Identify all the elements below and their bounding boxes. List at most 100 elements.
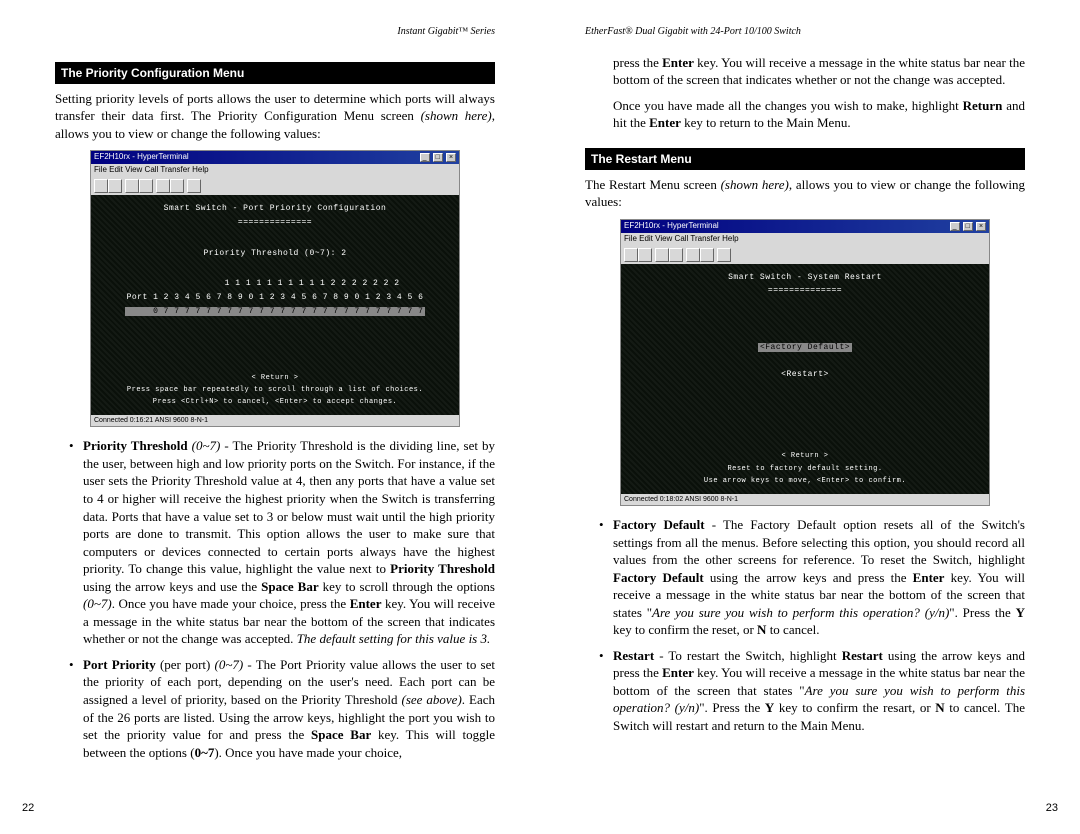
term-line: < Return > [95,374,455,383]
term: Return [963,98,1003,113]
term-line: Reset to factory default setting. [625,465,985,474]
text: . Once you have made your choice, press … [112,596,350,611]
key: N [935,700,944,715]
toolbar-icon [125,179,139,193]
term-line: Use arrow keys to move, <Enter> to confi… [625,477,985,486]
term-line: Press space bar repeatedly to scroll thr… [95,386,455,395]
maximize-icon: □ [433,153,443,162]
prompt: Are you sure you wish to perform this op… [652,605,949,620]
window-buttons: _ □ × [419,152,456,163]
page-header-right: EtherFast® Dual Gigabit with 24-Port 10/… [585,25,1025,39]
bullet-restart: Restart - To restart the Switch, highlig… [585,647,1025,735]
term: Enter [662,665,694,680]
text: using the arrow keys and press the [704,570,913,585]
text: - To restart the Switch, highlight [654,648,842,663]
text: The Restart Menu screen [585,177,721,192]
terminal-area: Smart Switch - System Restart ==========… [621,264,989,494]
window-title: EF2H10rx - HyperTerminal [624,221,719,232]
term-line: 1 1 1 1 1 1 1 1 1 1 2 2 2 2 2 2 2 [95,279,455,290]
term: Restart [613,648,654,663]
text: Once you have made all the changes you w… [613,98,963,113]
toolbar-icon [624,248,638,262]
restart-screenshot: EF2H10rx - HyperTerminal _ □ × File Edit… [620,219,990,506]
close-icon: × [976,222,986,231]
term: Space Bar [311,727,371,742]
range: (0~7) [83,596,112,611]
term-line: Press <Ctrl+N> to cancel, <Enter> to acc… [95,398,455,407]
toolbar-icon [108,179,122,193]
toolbar-icon [170,179,184,193]
term: 0~7 [195,745,215,760]
toolbar-icon [669,248,683,262]
term: Restart [842,648,883,663]
intro-paragraph: Setting priority levels of ports allows … [55,90,495,143]
term: Enter [662,55,694,70]
term-line: ============== [625,286,985,297]
term: Enter [350,596,382,611]
toolbar-icon [700,248,714,262]
page-right: EtherFast® Dual Gigabit with 24-Port 10/… [540,0,1080,834]
bullet-priority-threshold: Priority Threshold (0~7) - The Priority … [55,437,495,648]
ref: (see above) [402,692,462,707]
term-line: Smart Switch - Port Priority Configurati… [95,204,455,215]
maximize-icon: □ [963,222,973,231]
window-titlebar: EF2H10rx - HyperTerminal _ □ × [91,151,459,164]
ref: (shown here) [721,177,789,192]
term-line: <Factory Default> [625,343,985,354]
term: Priority Threshold [83,438,188,453]
term: Port Priority [83,657,156,672]
restart-intro: The Restart Menu screen (shown here), al… [585,176,1025,211]
term-bottom: < Return > Reset to factory default sett… [625,449,985,489]
terminal-area: Smart Switch - Port Priority Configurati… [91,195,459,415]
section-title-restart: The Restart Menu [585,148,1025,170]
text: key to confirm the reset, or [613,622,757,637]
toolbar-icon [139,179,153,193]
text: press the [613,55,662,70]
window-buttons: _ □ × [949,221,986,232]
toolbar-icon [187,179,201,193]
minimize-icon: _ [420,153,430,162]
range: (0~7) [215,657,244,672]
term-line: Smart Switch - System Restart [625,273,985,284]
text: to cancel. [766,622,819,637]
text: (per port) [156,657,215,672]
text: using the arrow keys and use the [83,579,261,594]
text: ". Press the [699,700,765,715]
window-title: EF2H10rx - HyperTerminal [94,152,189,163]
text: key to confirm the resart, or [774,700,935,715]
term: Space Bar [261,579,318,594]
bullet-factory-default: Factory Default - The Factory Default op… [585,516,1025,639]
page-left: Instant Gigabit™ Series The Priority Con… [0,0,540,834]
text: ). Once you have made your choice, [214,745,402,760]
toolbar-icon [717,248,731,262]
page-header-left: Instant Gigabit™ Series [55,25,495,39]
text: ". Press the [949,605,1015,620]
note: The default setting for this value is 3. [297,631,491,646]
bullet-port-priority: Port Priority (per port) (0~7) - The Por… [55,656,495,761]
toolbar-icon [638,248,652,262]
key: Y [765,700,774,715]
term: Priority Threshold [390,561,495,576]
range: (0~7) [188,438,221,453]
minimize-icon: _ [950,222,960,231]
term-line: Port 1 2 3 4 5 6 7 8 9 0 1 2 3 4 5 6 7 8… [95,293,455,304]
close-icon: × [446,153,456,162]
window-titlebar: EF2H10rx - HyperTerminal _ □ × [621,220,989,233]
page-number: 23 [1046,801,1058,816]
continuation-para: press the Enter key. You will receive a … [585,54,1025,89]
window-statusbar: Connected 0:16:21 ANSI 9600 8-N-1 [91,415,459,426]
term-line: 0 7 7 7 7 7 7 7 7 7 7 7 7 7 7 7 7 7 7 7 … [95,307,455,318]
key: Y [1016,605,1025,620]
page-number: 22 [22,801,34,816]
term: Factory Default [613,517,705,532]
intro-text-b: (shown here) [421,108,492,123]
section-title-priority: The Priority Configuration Menu [55,62,495,84]
window-menubar: File Edit View Call Transfer Help [91,164,459,177]
term: Enter [649,115,681,130]
priority-config-screenshot: EF2H10rx - HyperTerminal _ □ × File Edit… [90,150,460,427]
term: Factory Default [613,570,704,585]
term-bottom: < Return > Press space bar repeatedly to… [95,371,455,411]
text: - The Priority Threshold is the dividing… [83,438,495,576]
term-line: < Return > [625,452,985,461]
window-toolbar [91,177,459,195]
